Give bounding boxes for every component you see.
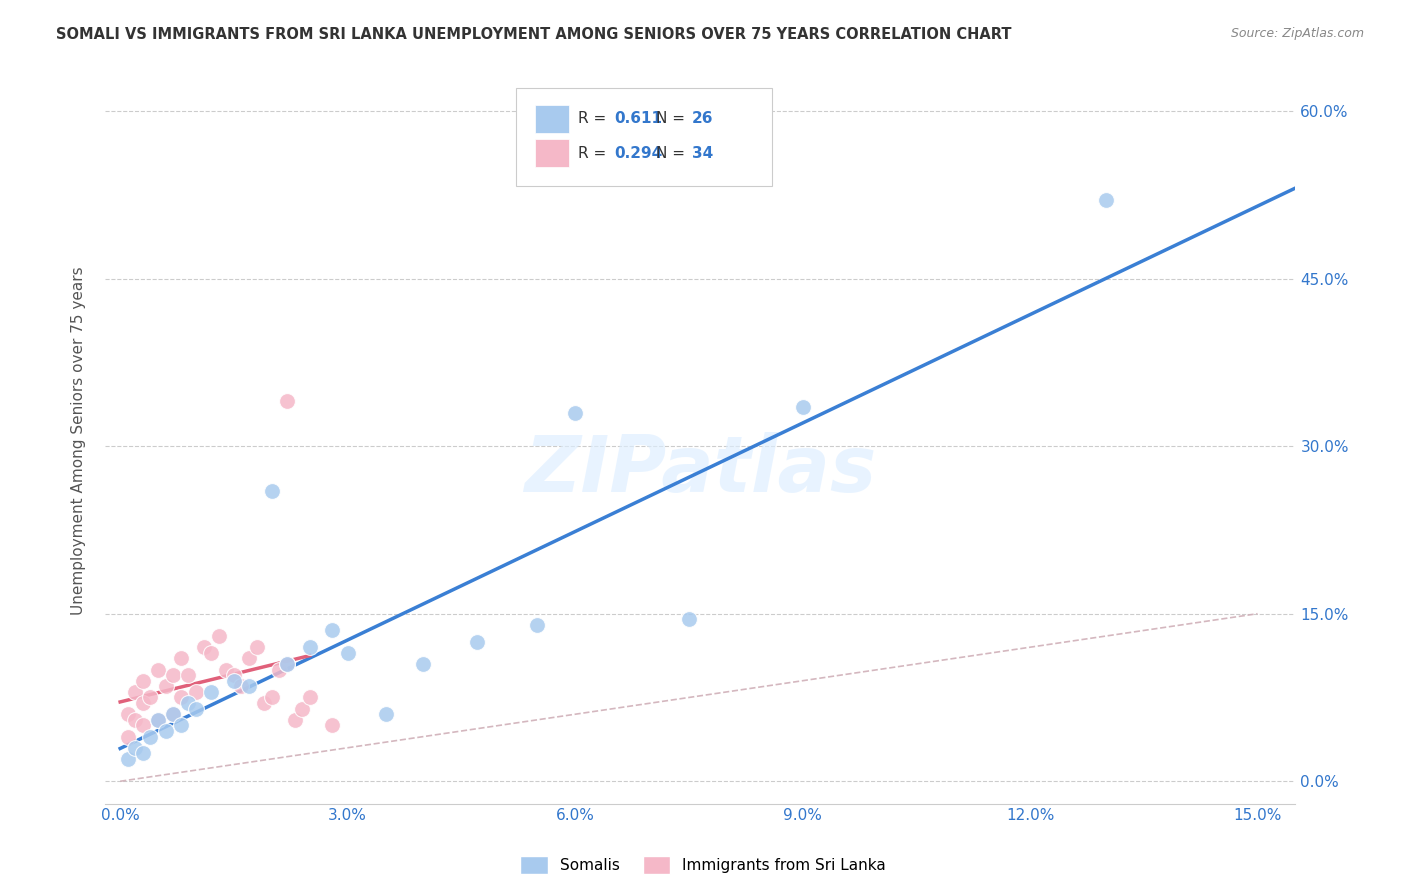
Point bbox=[139, 690, 162, 705]
Text: N =: N = bbox=[657, 112, 690, 127]
Point bbox=[253, 696, 276, 710]
Point bbox=[132, 696, 155, 710]
Point bbox=[260, 690, 283, 705]
Point bbox=[117, 730, 139, 744]
Point bbox=[177, 696, 200, 710]
Point bbox=[146, 713, 169, 727]
Point bbox=[208, 629, 231, 643]
Point bbox=[792, 400, 814, 414]
Point bbox=[124, 740, 146, 755]
Point bbox=[465, 634, 488, 648]
Point bbox=[231, 679, 253, 693]
Point bbox=[162, 707, 184, 722]
Point bbox=[146, 713, 169, 727]
FancyBboxPatch shape bbox=[534, 139, 569, 168]
Text: 0.611: 0.611 bbox=[614, 112, 662, 127]
Text: SOMALI VS IMMIGRANTS FROM SRI LANKA UNEMPLOYMENT AMONG SENIORS OVER 75 YEARS COR: SOMALI VS IMMIGRANTS FROM SRI LANKA UNEM… bbox=[56, 27, 1012, 42]
Text: R =: R = bbox=[578, 146, 610, 161]
Point bbox=[238, 679, 260, 693]
Point bbox=[526, 618, 548, 632]
Text: N =: N = bbox=[657, 146, 690, 161]
Point bbox=[276, 657, 298, 671]
Point bbox=[155, 724, 177, 739]
Point bbox=[336, 646, 359, 660]
Point bbox=[184, 701, 207, 715]
Point bbox=[215, 663, 238, 677]
Point bbox=[184, 685, 207, 699]
Point bbox=[139, 730, 162, 744]
Point bbox=[374, 707, 396, 722]
FancyBboxPatch shape bbox=[534, 105, 569, 134]
Point bbox=[170, 690, 193, 705]
Point bbox=[155, 679, 177, 693]
Point bbox=[200, 646, 222, 660]
Point bbox=[117, 707, 139, 722]
Point bbox=[298, 690, 321, 705]
Text: 34: 34 bbox=[692, 146, 713, 161]
Point bbox=[132, 718, 155, 732]
Point bbox=[124, 685, 146, 699]
Point bbox=[283, 713, 305, 727]
Point bbox=[291, 701, 314, 715]
Text: 26: 26 bbox=[692, 112, 713, 127]
Point bbox=[162, 707, 184, 722]
Text: 0.294: 0.294 bbox=[614, 146, 662, 161]
Point bbox=[412, 657, 434, 671]
FancyBboxPatch shape bbox=[516, 88, 772, 186]
Point bbox=[246, 640, 269, 655]
Point bbox=[200, 685, 222, 699]
Point bbox=[564, 406, 586, 420]
Point bbox=[260, 483, 283, 498]
Point bbox=[177, 668, 200, 682]
Point bbox=[222, 668, 245, 682]
Text: ZIPatlas: ZIPatlas bbox=[524, 432, 876, 508]
Text: Source: ZipAtlas.com: Source: ZipAtlas.com bbox=[1230, 27, 1364, 40]
Point bbox=[269, 663, 291, 677]
Point bbox=[193, 640, 215, 655]
Y-axis label: Unemployment Among Seniors over 75 years: Unemployment Among Seniors over 75 years bbox=[72, 266, 86, 615]
Point bbox=[222, 673, 245, 688]
Text: R =: R = bbox=[578, 112, 610, 127]
Point bbox=[1095, 194, 1118, 208]
Point bbox=[276, 394, 298, 409]
Point bbox=[298, 640, 321, 655]
Point bbox=[170, 651, 193, 665]
Point bbox=[238, 651, 260, 665]
Point bbox=[124, 713, 146, 727]
Point bbox=[170, 718, 193, 732]
Legend: Somalis, Immigrants from Sri Lanka: Somalis, Immigrants from Sri Lanka bbox=[515, 850, 891, 880]
Point bbox=[132, 747, 155, 761]
Point bbox=[276, 657, 298, 671]
Point bbox=[117, 752, 139, 766]
Point bbox=[162, 668, 184, 682]
Point bbox=[321, 624, 343, 638]
Point bbox=[132, 673, 155, 688]
Point bbox=[146, 663, 169, 677]
Point bbox=[678, 612, 700, 626]
Point bbox=[321, 718, 343, 732]
